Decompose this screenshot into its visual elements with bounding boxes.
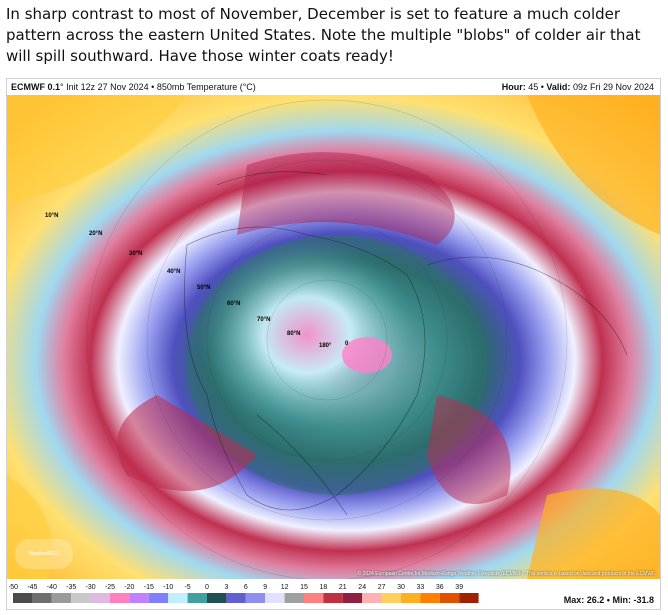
init-info: ° Init 12z 27 Nov 2024 • 850mb Temperatu… (60, 82, 256, 92)
scale-tick-label: -50 (9, 584, 18, 591)
scale-swatch (304, 593, 324, 603)
scale-swatch (245, 593, 266, 603)
scale-swatch (420, 593, 440, 603)
scale-swatch (284, 593, 304, 603)
map-graphic (7, 95, 660, 579)
scale-swatch (90, 593, 110, 603)
max-value: 26.2 (586, 595, 605, 605)
scale-tick-label: 0 (205, 584, 209, 591)
warm-tongue-west (117, 395, 257, 491)
map-figure: ECMWF 0.1° Init 12z 27 Nov 2024 • 850mb … (6, 78, 661, 610)
scale-swatch (226, 593, 246, 603)
max-label: Max: (563, 595, 585, 605)
scale-swatch (51, 593, 72, 603)
lat-label-80: 80°N (287, 331, 301, 337)
map-header: ECMWF 0.1° Init 12z 27 Nov 2024 • 850mb … (7, 79, 660, 95)
model-name: ECMWF 0.1 (11, 82, 61, 92)
scale-swatch (207, 593, 227, 603)
scale-swatch (110, 593, 130, 603)
scale-tick-label: 30 (397, 584, 405, 591)
scale-tick-label: -45 (27, 584, 37, 591)
lat-label-20: 20°N (89, 231, 103, 237)
scale-swatch (13, 593, 33, 603)
subtropics-nw (7, 95, 187, 205)
scale-swatch (148, 593, 169, 603)
scale-tick-label: 15 (300, 584, 308, 591)
model-info: ECMWF 0.1° Init 12z 27 Nov 2024 • 850mb … (11, 79, 256, 95)
subtropics-ne (527, 95, 660, 235)
scale-swatch (168, 593, 188, 603)
coldest-blob (342, 337, 392, 373)
min-label: Min: (612, 595, 631, 605)
coastlines (184, 171, 628, 516)
weatherbell-logo: WeatherBELL (15, 539, 73, 569)
hour-label: Hour: (501, 82, 526, 92)
scale-swatch (401, 593, 421, 603)
scale-swatch (129, 593, 149, 603)
scale-swatch (187, 593, 207, 603)
scale-tick-label: 18 (320, 584, 328, 591)
scale-tick-label: -5 (184, 584, 190, 591)
valid-label: Valid: (546, 82, 571, 92)
max-min-readout: Max: 26.2 • Min: -31.8 (563, 595, 654, 605)
scale-tick-label: 39 (455, 584, 463, 591)
subtropics-sw (7, 475, 52, 579)
warm-band-north (237, 152, 455, 245)
copyright-notice: © 2024 European Centre for Medium-Range … (357, 571, 656, 577)
scale-tick-label: 21 (339, 584, 347, 591)
scale-tick-label: 3 (224, 584, 228, 591)
lon-label-0: 0 (345, 341, 349, 347)
min-value: -31.8 (633, 595, 654, 605)
lat-label-60: 60°N (227, 301, 241, 307)
subtropics-se (527, 488, 660, 579)
scale-tick-label: -40 (47, 584, 57, 591)
lat-label-40: 40°N (167, 269, 181, 275)
scale-tick-label: -15 (144, 584, 154, 591)
warm-tongue-east (427, 395, 511, 504)
scale-swatch (342, 593, 363, 603)
scale-tick-label: 12 (281, 584, 289, 591)
hour-value: 45 (528, 82, 539, 92)
scale-swatch (439, 593, 460, 603)
scale-tick-label: 9 (263, 584, 267, 591)
scale-swatch (459, 593, 479, 603)
scale-tick-label: -20 (124, 584, 134, 591)
lat-label-10: 10°N (45, 213, 59, 219)
graticule (86, 99, 568, 579)
temperature-map: 10°N 20°N 30°N 40°N 50°N 60°N 70°N 80°N … (7, 95, 660, 579)
scale-tick-label: -25 (105, 584, 115, 591)
scale-tick-label: 6 (244, 584, 248, 591)
lat-label-50: 50°N (197, 285, 211, 291)
scale-tick-label: 27 (378, 584, 386, 591)
valid-value: 09z Fri 29 Nov 2024 (572, 82, 654, 92)
scale-swatch (32, 593, 52, 603)
scale-swatch (265, 593, 285, 603)
arctic-core (197, 240, 417, 430)
scale-tick-label: -30 (86, 584, 96, 591)
lat-label-30: 30°N (129, 251, 143, 257)
valid-info: Hour: 45 • Valid: 09z Fri 29 Nov 2024 (501, 82, 654, 92)
scale-swatch (381, 593, 401, 603)
scale-tick-label: 24 (358, 584, 366, 591)
caption-text: In sharp contrast to most of November, D… (6, 5, 641, 65)
lon-label-180: 180° (319, 343, 332, 349)
scale-tick-label: 33 (417, 584, 425, 591)
scale-swatch (362, 593, 382, 603)
scale-swatch (323, 593, 343, 603)
scale-tick-label: -10 (163, 584, 173, 591)
lat-label-70: 70°N (257, 317, 271, 323)
scale-tick-label: 36 (436, 584, 444, 591)
scale-swatch (71, 593, 91, 603)
color-scale: -50-45-40-35-30-25-20-15-10-503691215182… (7, 579, 660, 609)
scale-tick-label: -35 (66, 584, 76, 591)
color-scale-graphic: -50-45-40-35-30-25-20-15-10-503691215182… (9, 584, 479, 603)
